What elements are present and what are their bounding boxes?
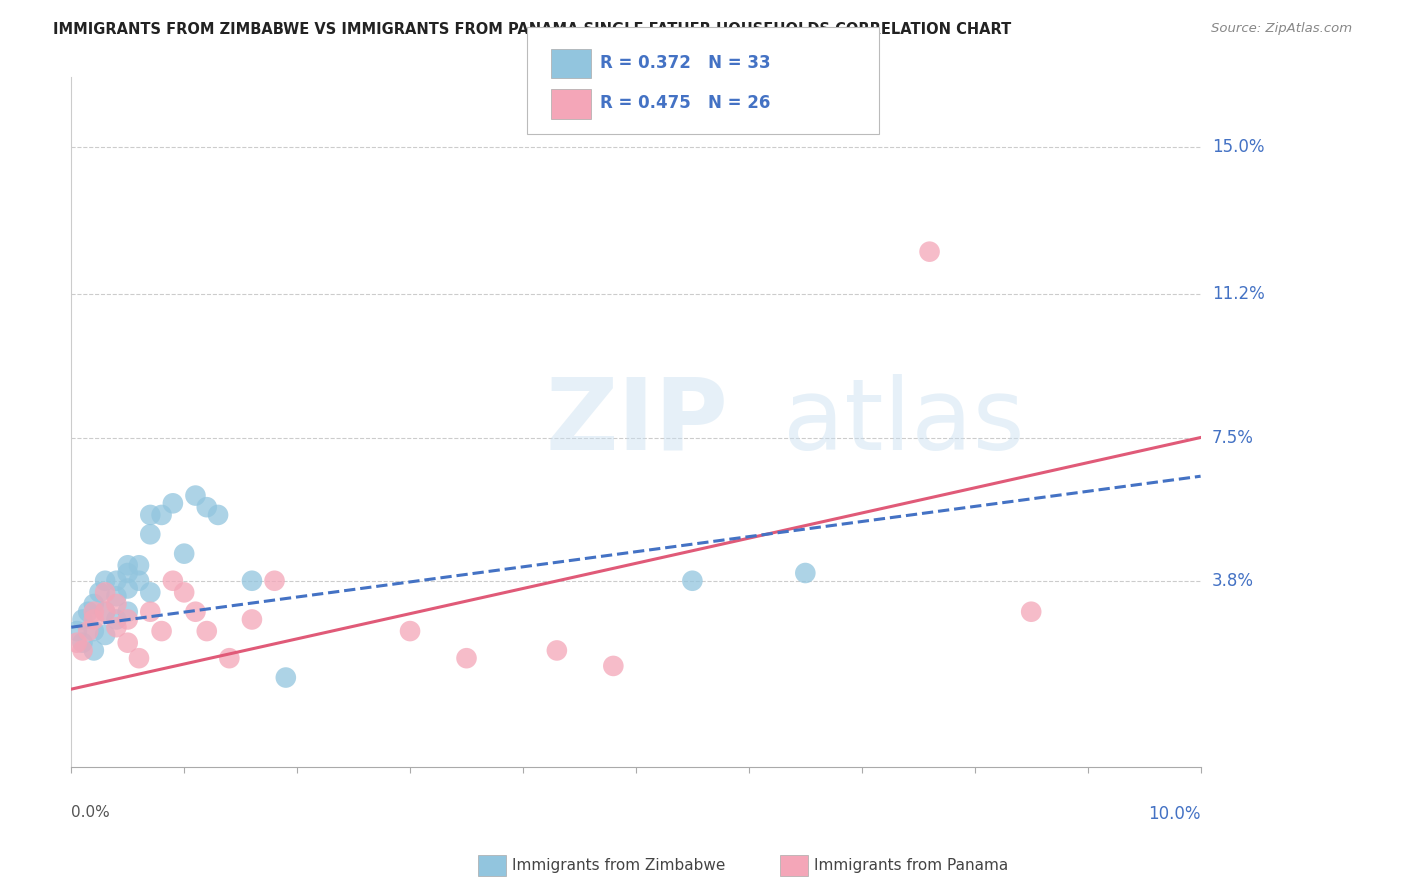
- Point: [150, 624, 173, 638]
- Text: 7.5%: 7.5%: [1212, 428, 1254, 447]
- Point: [681, 574, 703, 588]
- Point: [139, 508, 162, 522]
- Point: [128, 651, 150, 665]
- Point: [1019, 605, 1042, 619]
- Point: [456, 651, 478, 665]
- Point: [94, 605, 117, 619]
- Text: 0.0%: 0.0%: [72, 805, 110, 821]
- Point: [263, 574, 285, 588]
- Point: [399, 624, 422, 638]
- Point: [794, 566, 817, 580]
- Point: [83, 624, 105, 638]
- Point: [94, 574, 117, 588]
- Point: [117, 582, 139, 596]
- Point: [72, 643, 94, 657]
- Point: [72, 636, 94, 650]
- Point: [195, 624, 218, 638]
- Text: 3.8%: 3.8%: [1212, 572, 1254, 590]
- Point: [128, 558, 150, 573]
- Point: [83, 605, 105, 619]
- Point: [77, 605, 100, 619]
- Point: [139, 605, 162, 619]
- Text: 11.2%: 11.2%: [1212, 285, 1264, 303]
- Point: [128, 574, 150, 588]
- Point: [240, 612, 263, 626]
- Point: [66, 636, 89, 650]
- Point: [94, 628, 117, 642]
- Point: [918, 244, 941, 259]
- Point: [602, 659, 624, 673]
- Text: IMMIGRANTS FROM ZIMBABWE VS IMMIGRANTS FROM PANAMA SINGLE FATHER HOUSEHOLDS CORR: IMMIGRANTS FROM ZIMBABWE VS IMMIGRANTS F…: [53, 22, 1012, 37]
- Point: [150, 508, 173, 522]
- Text: 15.0%: 15.0%: [1212, 138, 1264, 156]
- Text: Immigrants from Panama: Immigrants from Panama: [814, 858, 1008, 872]
- Point: [173, 585, 195, 599]
- Point: [117, 612, 139, 626]
- Point: [72, 612, 94, 626]
- Point: [105, 620, 128, 634]
- Point: [218, 651, 240, 665]
- Point: [66, 624, 89, 638]
- Point: [184, 605, 207, 619]
- Point: [274, 671, 297, 685]
- Point: [173, 547, 195, 561]
- Text: 10.0%: 10.0%: [1149, 805, 1201, 823]
- Point: [139, 527, 162, 541]
- Point: [207, 508, 229, 522]
- Point: [184, 489, 207, 503]
- Point: [83, 597, 105, 611]
- Point: [117, 605, 139, 619]
- Point: [105, 574, 128, 588]
- Point: [105, 612, 128, 626]
- Point: [162, 496, 184, 510]
- Point: [89, 585, 111, 599]
- Point: [94, 585, 117, 599]
- Point: [83, 643, 105, 657]
- Point: [240, 574, 263, 588]
- Point: [139, 585, 162, 599]
- Point: [105, 597, 128, 611]
- Point: [83, 612, 105, 626]
- Text: R = 0.372   N = 33: R = 0.372 N = 33: [600, 54, 770, 72]
- Point: [546, 643, 568, 657]
- Point: [117, 558, 139, 573]
- Text: R = 0.475   N = 26: R = 0.475 N = 26: [600, 95, 770, 112]
- Point: [195, 500, 218, 515]
- Point: [117, 636, 139, 650]
- Text: atlas: atlas: [783, 374, 1025, 470]
- Text: ZIP: ZIP: [546, 374, 728, 470]
- Point: [94, 605, 117, 619]
- Point: [77, 624, 100, 638]
- Text: Immigrants from Zimbabwe: Immigrants from Zimbabwe: [512, 858, 725, 872]
- Point: [117, 566, 139, 580]
- Point: [162, 574, 184, 588]
- Text: Source: ZipAtlas.com: Source: ZipAtlas.com: [1212, 22, 1353, 36]
- Point: [105, 589, 128, 603]
